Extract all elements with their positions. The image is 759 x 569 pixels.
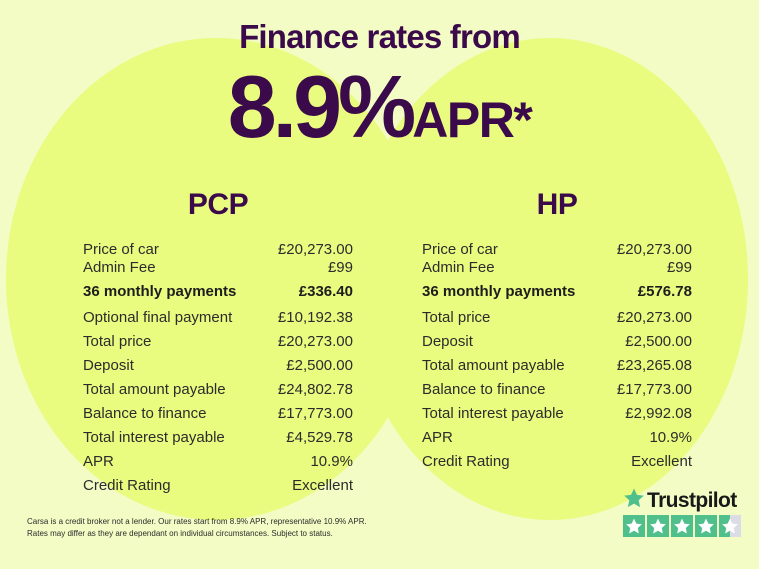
table-row: Balance to finance £17,773.00 xyxy=(83,406,353,430)
plan-title-hp: HP xyxy=(536,188,578,221)
plan-column-hp: HP Price of car £20,273.00 Admin Fee £99 36 … xyxy=(422,190,692,478)
row-value: £99 xyxy=(327,259,353,276)
table-row: Deposit £2,500.00 xyxy=(83,358,353,382)
star-half-icon xyxy=(719,515,741,537)
star-icon xyxy=(695,515,717,537)
row-value: Excellent xyxy=(631,453,692,470)
trustpilot-wordmark: Trustpilot xyxy=(647,488,737,512)
row-label: APR xyxy=(422,429,453,446)
headline-block: Finance rates from 8.9%APR* xyxy=(0,20,759,151)
row-value: £2,500.00 xyxy=(286,357,353,374)
table-row: Total amount payable £23,265.08 xyxy=(422,358,692,382)
table-row: Total interest payable £2,992.08 xyxy=(422,406,692,430)
row-label: Total interest payable xyxy=(83,429,225,446)
table-row: Price of car £20,273.00 xyxy=(422,242,692,260)
row-label: Admin Fee xyxy=(83,259,156,276)
row-label: Balance to finance xyxy=(422,381,546,398)
row-value: £20,273.00 xyxy=(616,241,692,258)
row-value: £4,529.78 xyxy=(286,429,353,446)
row-label: Optional final payment xyxy=(83,309,233,326)
headline-rate-value: 8.9% xyxy=(227,57,417,156)
table-row: APR 10.9% xyxy=(422,430,692,454)
row-value: 10.9% xyxy=(649,429,692,446)
row-label: Total price xyxy=(83,333,152,350)
row-value: Excellent xyxy=(292,477,353,494)
row-label: Total amount payable xyxy=(422,357,565,374)
table-row: Credit Rating Excellent xyxy=(83,478,353,502)
row-label: Admin Fee xyxy=(422,259,495,276)
table-row: Credit Rating Excellent xyxy=(422,454,692,478)
table-row: Total price £20,273.00 xyxy=(422,310,692,334)
plan-rows-pcp: Price of car £20,273.00 Admin Fee £99 36 mon… xyxy=(83,242,353,502)
trustpilot-stars xyxy=(623,515,745,537)
table-row: 36 monthly payments £576.78 xyxy=(422,278,692,310)
row-value: £17,773.00 xyxy=(616,381,692,398)
row-label: Total price xyxy=(422,309,491,326)
table-row: Admin Fee £99 xyxy=(83,260,353,278)
disclaimer-line-1: Carsa is a credit broker not a lender. O… xyxy=(27,517,367,526)
table-row: Price of car £20,273.00 xyxy=(83,242,353,260)
table-row: Total interest payable £4,529.78 xyxy=(83,430,353,454)
row-label: Deposit xyxy=(422,333,473,350)
row-value: £576.78 xyxy=(637,283,692,300)
row-value: £17,773.00 xyxy=(277,405,353,422)
table-row: Admin Fee £99 xyxy=(422,260,692,278)
row-label: Credit Rating xyxy=(83,477,171,494)
row-value: £336.40 xyxy=(298,283,353,300)
plan-column-pcp: PCP Price of car £20,273.00 Admin Fee £99 36… xyxy=(83,190,353,502)
row-value: £20,273.00 xyxy=(277,241,353,258)
disclaimer-line-2: Rates may differ as they are dependant o… xyxy=(27,529,333,539)
row-label: Price of car xyxy=(83,241,159,258)
trustpilot-logo: Trustpilot xyxy=(623,487,745,514)
row-label: APR xyxy=(83,453,114,470)
table-row: Total price £20,273.00 xyxy=(83,334,353,358)
table-row: Optional final payment £10,192.38 xyxy=(83,310,353,334)
star-icon xyxy=(647,515,669,537)
star-icon xyxy=(671,515,693,537)
row-value: £20,273.00 xyxy=(277,333,353,350)
row-label: 36 monthly payments xyxy=(422,283,576,300)
row-label: Balance to finance xyxy=(83,405,207,422)
row-value: £23,265.08 xyxy=(616,357,692,374)
row-value: £24,802.78 xyxy=(277,381,353,398)
row-label: Price of car xyxy=(422,241,498,258)
disclaimer-text: Carsa is a credit broker not a lender. O… xyxy=(27,516,457,541)
row-label: 36 monthly payments xyxy=(83,283,237,300)
row-value: 10.9% xyxy=(310,453,353,470)
background-circle-right xyxy=(352,38,748,520)
table-row: Balance to finance £17,773.00 xyxy=(422,382,692,406)
table-row: 36 monthly payments £336.40 xyxy=(83,278,353,310)
star-icon xyxy=(623,515,645,537)
row-value: £2,500.00 xyxy=(625,333,692,350)
row-label: Total amount payable xyxy=(83,381,226,398)
table-row: Total amount payable £24,802.78 xyxy=(83,382,353,406)
table-row: APR 10.9% xyxy=(83,454,353,478)
plan-title-pcp: PCP xyxy=(187,188,249,221)
headline-top-line: Finance rates from xyxy=(239,18,521,55)
headline-apr-label: APR* xyxy=(412,92,533,148)
row-value: £99 xyxy=(666,259,692,276)
row-value: £20,273.00 xyxy=(616,309,692,326)
headline-rate-row: 8.9%APR* xyxy=(0,63,759,151)
star-icon xyxy=(623,487,645,514)
row-value: £10,192.38 xyxy=(277,309,353,326)
row-label: Deposit xyxy=(83,357,134,374)
row-value: £2,992.08 xyxy=(625,405,692,422)
trustpilot-rating[interactable]: Trustpilot xyxy=(623,487,745,537)
row-label: Total interest payable xyxy=(422,405,564,422)
table-row: Deposit £2,500.00 xyxy=(422,334,692,358)
plan-rows-hp: Price of car £20,273.00 Admin Fee £99 36 mon… xyxy=(422,242,692,478)
row-label: Credit Rating xyxy=(422,453,510,470)
